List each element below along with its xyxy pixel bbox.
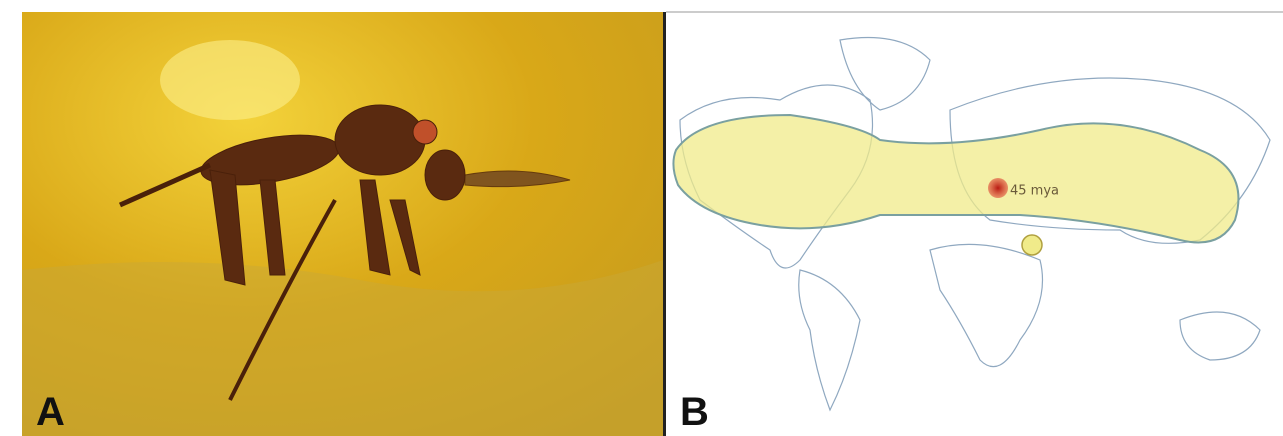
panel-a: A bbox=[22, 12, 663, 436]
panel-label: B bbox=[680, 390, 709, 434]
panel-label: A bbox=[36, 390, 65, 434]
divider bbox=[663, 12, 666, 436]
figure: A 45 mya B bbox=[0, 0, 1283, 436]
page: {"panels": [{"label": "A"}, {"label": "B… bbox=[0, 0, 1283, 436]
outlier-area bbox=[1022, 235, 1042, 255]
fossil-site bbox=[988, 178, 1008, 198]
annotation: 45 mya bbox=[1010, 184, 1059, 199]
amber-inclusion bbox=[22, 260, 663, 436]
wing bbox=[160, 40, 300, 120]
panel-b: 45 mya B bbox=[666, 12, 1283, 436]
